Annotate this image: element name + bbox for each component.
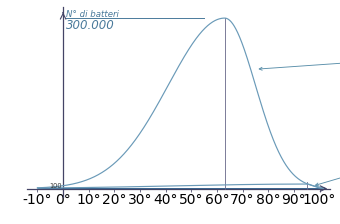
- Text: Curva della
quantità di
batteri di un
contenitore
con GHA: Curva della quantità di batteri di un co…: [316, 106, 340, 186]
- Text: 300.000: 300.000: [66, 19, 115, 32]
- Text: Curva della
quantità di
batteri di un
contenitore
senza GHA: Curva della quantità di batteri di un co…: [259, 32, 340, 70]
- Text: 100: 100: [49, 183, 62, 189]
- Text: N° di batteri: N° di batteri: [66, 10, 119, 19]
